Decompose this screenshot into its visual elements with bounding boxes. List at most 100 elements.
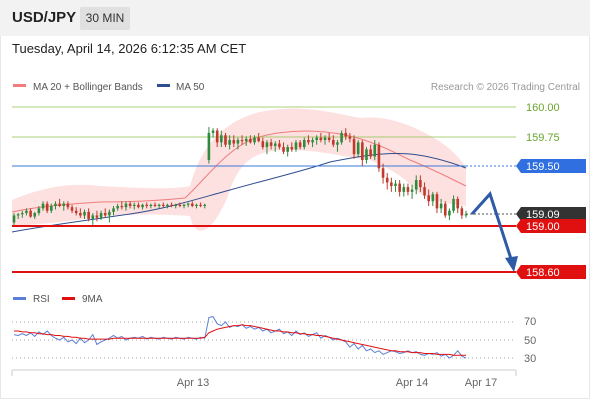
candle-body [186,203,190,205]
ma50-legend-label: MA 50 [176,82,205,93]
candle-body [423,187,426,196]
candle-body [340,132,343,143]
candle-body [228,140,231,145]
candle-body [33,213,37,217]
candle-body [191,203,194,206]
candle-body [232,140,236,144]
candle-body [166,204,169,206]
symbol-label: USD/JPY [12,9,77,26]
candle-body [427,195,430,202]
candle-body [377,144,381,169]
candle-body [99,213,103,218]
candle-body [344,132,348,137]
candle-body [394,183,397,186]
support-2-price-tag [516,265,586,279]
candle-body [278,143,281,148]
rsi-legend-swatch [13,297,26,300]
candle-body [178,204,182,206]
current-price-tag [516,207,586,221]
candle-body [249,138,252,143]
candle-body [224,135,227,145]
candle-body [103,213,107,216]
candle-body [311,140,314,143]
candle-body [323,137,327,140]
candle-body [137,204,140,208]
timeframe-button[interactable]: 30 MIN [80,7,130,30]
candle-body [261,141,265,148]
candle-body [327,137,331,140]
candle-body [390,182,393,186]
candle-body [182,204,186,206]
candle-body [269,142,273,146]
candle-body [66,203,70,208]
candle-body [45,203,49,211]
candle-body [41,203,45,209]
bollinger-band [12,108,466,231]
candle-body [62,203,66,206]
candle-body [120,206,124,208]
rsi-level-50-label: 50 [524,335,536,347]
rsi-ma-legend-label: 9MA [82,294,103,305]
candle-body [25,210,28,214]
candle-body [174,204,178,206]
candle-body [203,204,207,206]
rsi-ma-line [14,324,466,356]
candle-body [128,203,132,206]
candle-body [443,203,447,216]
candle-body [282,147,285,152]
candle-body [37,208,41,214]
candle-body [70,207,74,211]
candle-body [112,208,115,212]
candle-body [414,180,418,190]
candle-body [83,211,86,216]
support-1-price-tag [516,219,586,233]
candle-body [170,204,173,206]
candle-body [161,204,165,206]
candle-body [439,203,443,209]
candle-body [290,147,294,150]
candle-body [95,215,99,218]
candle-body [91,215,95,219]
candle-body [352,138,356,155]
ma50-legend-swatch [157,84,170,87]
candle-body [141,204,144,208]
candle-body [29,210,32,217]
candle-body [16,214,20,216]
candle-body [332,140,335,145]
candle-body [145,204,148,206]
candle-body [410,189,414,192]
candle-body [419,180,422,188]
candle-body [79,213,82,216]
candle-body [302,140,306,148]
rsi-level-30-label: 30 [524,353,536,365]
candle-body [257,137,260,142]
candle-body [398,183,401,192]
forecast-arrow [470,191,518,272]
candle-body [74,210,78,214]
candle-body [195,204,198,206]
rsi-level-70-label: 70 [524,316,536,328]
candle-body [373,144,377,157]
candle-body [286,147,289,152]
candle-body [431,194,435,202]
candle-body [448,210,451,216]
ma50-line [11,153,467,233]
candle-body [116,206,119,209]
header-bar: USD/JPY 30 MIN [0,0,590,36]
candle-body [50,206,53,211]
timestamp: Tuesday, April 14, 2026 6:12:35 AM CET [12,41,247,56]
candle-body [369,149,372,157]
candle-body [132,204,136,206]
candle-body [361,142,364,161]
x-label-apr-14: Apr 14 [396,377,428,389]
candle-body [385,177,389,183]
candle-body [381,168,385,178]
candle-body [356,142,360,155]
candle-body [220,135,223,143]
candle-body [54,203,57,206]
x-label-apr-13: Apr 13 [177,377,209,389]
x-label-apr-17: Apr 17 [465,377,497,389]
candle-body [215,130,219,143]
pivot-price-tag [516,159,586,173]
